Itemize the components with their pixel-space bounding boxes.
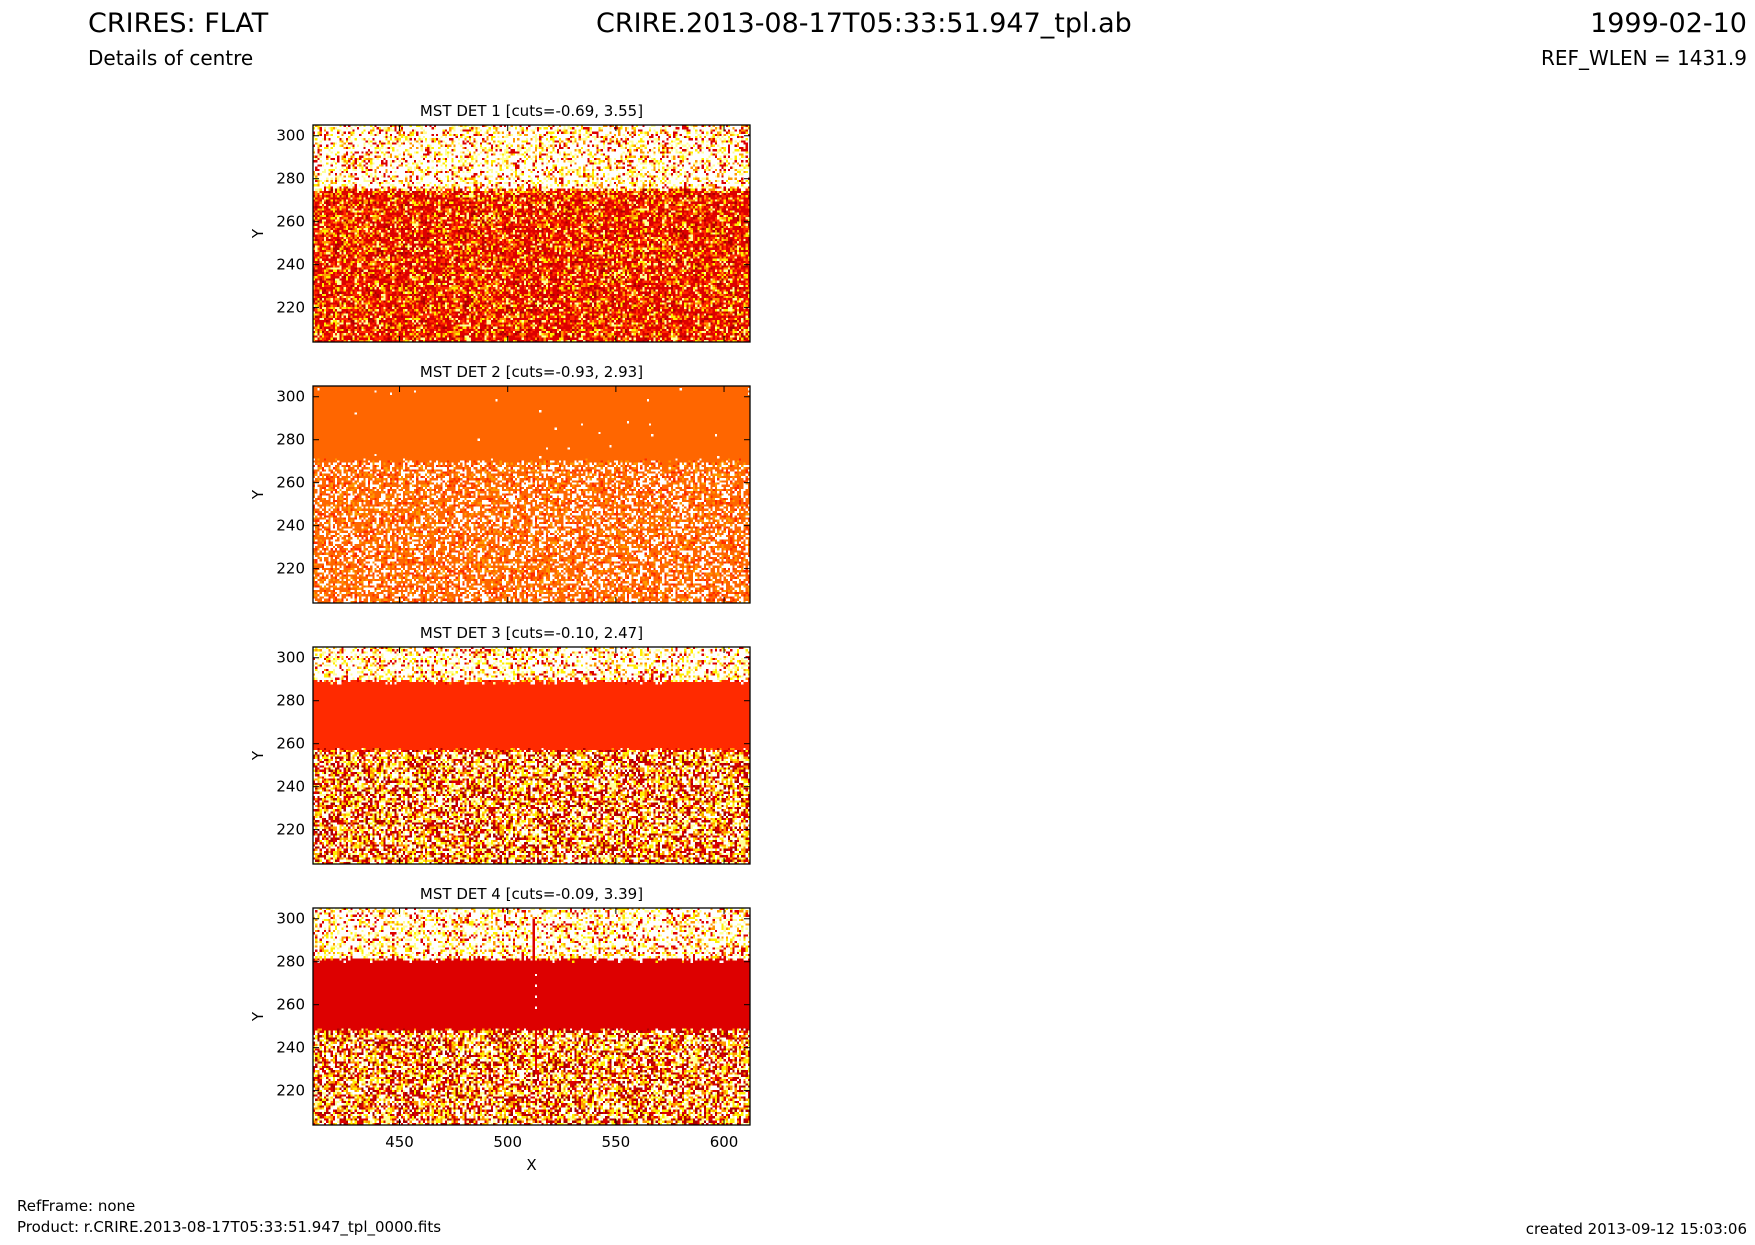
heatmap-panel-4: MST DET 4 [cuts=-0.09, 3.39] Y 220 240 260 28… [249, 885, 751, 1174]
y-axis-label: Y [249, 1011, 267, 1022]
y-tick-label: 280 [276, 692, 305, 710]
y-axis-label: Y [249, 750, 267, 761]
y-tick-label: 260 [276, 474, 305, 492]
y-tick-label: 220 [276, 821, 305, 839]
y-tick-label: 260 [276, 735, 305, 753]
x-tick-label: 450 [385, 1133, 414, 1151]
heatmap-panel-3: MST DET 3 [cuts=-0.10, 2.47] Y 220 240 260 28… [249, 624, 751, 865]
y-tick-label: 300 [276, 127, 305, 145]
heatmap-image [313, 647, 750, 864]
axes-frame [312, 646, 751, 865]
x-tick-label: 600 [710, 1133, 739, 1151]
heatmap-image [313, 908, 750, 1125]
y-axis-label: Y [249, 228, 267, 239]
date-label: 1999-02-10 [1590, 8, 1747, 39]
product-label: Product: r.CRIRE.2013-08-17T05:33:51.947… [17, 1218, 442, 1236]
heatmap-image [313, 125, 750, 342]
y-tick-label: 300 [276, 649, 305, 667]
panel-title: MST DET 1 [cuts=-0.69, 3.55] [420, 102, 643, 120]
y-tick-label: 220 [276, 560, 305, 578]
panel-title: MST DET 4 [cuts=-0.09, 3.39] [420, 885, 643, 903]
heatmap-image [313, 386, 750, 603]
y-tick-label: 260 [276, 996, 305, 1014]
y-tick-label: 240 [276, 1039, 305, 1057]
y-tick-label: 220 [276, 299, 305, 317]
x-tick-label: 550 [602, 1133, 631, 1151]
panel-title: MST DET 2 [cuts=-0.93, 2.93] [420, 363, 643, 381]
panel-title: MST DET 3 [cuts=-0.10, 2.47] [420, 624, 643, 642]
y-tick-label: 280 [276, 431, 305, 449]
axes-frame [312, 385, 751, 604]
y-tick-label: 220 [276, 1082, 305, 1100]
y-tick-label: 240 [276, 517, 305, 535]
axes-frame [312, 907, 751, 1126]
refframe-label: RefFrame: none [17, 1197, 136, 1215]
y-tick-label: 260 [276, 213, 305, 231]
y-tick-label: 240 [276, 778, 305, 796]
file-name-title: CRIRE.2013-08-17T05:33:51.947_tpl.ab [596, 8, 1132, 39]
ref-wlen-label: REF_WLEN = 1431.9 [1540, 46, 1747, 70]
report-title: CRIRES: FLAT [88, 8, 269, 39]
created-label: created 2013-09-12 15:03:06 [1525, 1220, 1747, 1238]
x-axis-label: X [526, 1156, 536, 1174]
report-subtitle: Details of centre [88, 46, 254, 70]
heatmap-panel-1: MST DET 1 [cuts=-0.69, 3.55] Y 220 240 260 28… [249, 102, 751, 343]
axes-frame [312, 124, 751, 343]
y-tick-label: 240 [276, 256, 305, 274]
heatmap-panel-2: MST DET 2 [cuts=-0.93, 2.93] Y 220 240 260 28… [249, 363, 751, 604]
x-tick-label: 500 [493, 1133, 522, 1151]
y-tick-label: 280 [276, 170, 305, 188]
y-tick-label: 300 [276, 388, 305, 406]
y-tick-label: 300 [276, 910, 305, 928]
y-tick-label: 280 [276, 953, 305, 971]
y-axis-label: Y [249, 489, 267, 500]
